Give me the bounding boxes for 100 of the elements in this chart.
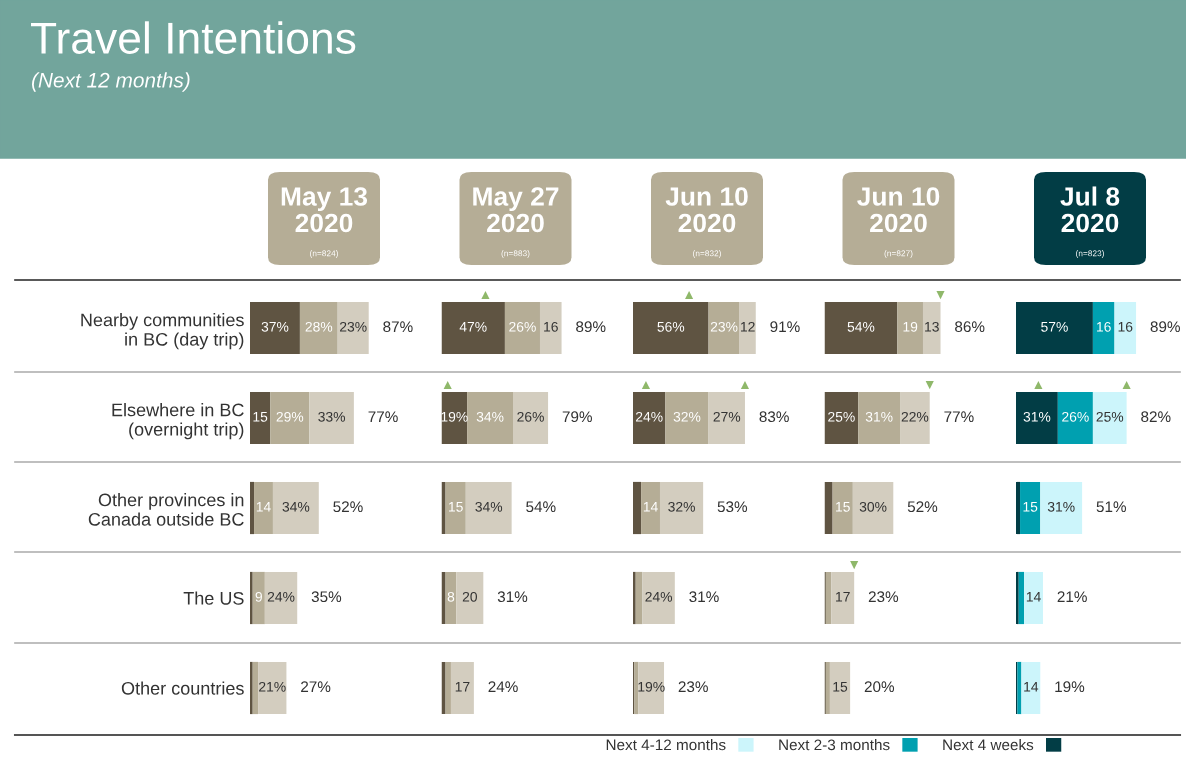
data-label: 19% [638,681,665,692]
annotation: ▼ [925,381,934,390]
data-label: 14 [643,502,658,512]
annotation: ▲ [740,380,750,390]
data-label: 16 [544,321,558,332]
total-label: 20% [864,681,895,693]
data-label: 16 [1118,321,1133,332]
total-label: 53% [717,501,748,513]
text: Travel Intentions [31,21,356,54]
data-label: 15 [449,502,463,512]
total-label: 31% [689,591,719,603]
data-label: 31% [1047,501,1075,512]
annotation: ▼ [850,561,859,570]
total-label: 24% [488,681,518,693]
data-label: 17 [455,682,470,692]
chart-title: Jun 10 2020 [857,187,940,233]
data-label: 37% [261,321,289,332]
y-tick-label: The US [183,591,244,605]
data-label: 32% [668,501,695,512]
data-label: 21% [259,681,286,692]
total-label: 77% [944,411,974,423]
annotation: ▲ [481,290,490,300]
data-label: 34% [282,501,310,512]
total-label: 23% [868,591,899,603]
chart-subtitle: (n=832) [693,250,721,258]
total-label: 27% [301,681,331,693]
data-label: 31% [865,411,893,422]
chart-subtitle: (n=827) [884,250,913,258]
data-label: 14 [1024,682,1039,692]
legend-label: Next 2-3 months [779,739,890,751]
data-label: 34% [475,501,503,512]
data-label: 16 [1097,321,1111,332]
total-label: 82% [1141,411,1171,423]
data-label: 25% [828,411,855,422]
total-label: 89% [576,321,606,333]
annotation: ▲ [641,380,650,390]
data-label: 32% [673,411,701,422]
total-label: 77% [368,411,398,423]
data-label: 29% [276,411,304,422]
data-label: 27% [713,411,741,422]
total-label: 86% [955,321,985,333]
data-label: 8 [447,591,455,602]
total-label: 54% [526,501,556,513]
data-label: 24% [267,591,295,602]
y-tick-label: Elsewhere in BC (overnight trip) [112,403,244,440]
total-label: 79% [562,411,592,423]
total-label: 52% [333,501,363,513]
data-label: 28% [305,321,333,332]
data-label: 33% [318,411,346,422]
total-label: 52% [907,501,938,513]
chart-title: Jun 10 2020 [665,187,748,233]
total-label: 21% [1057,591,1087,603]
data-label: 24% [645,591,673,602]
chart-title: May 27 2020 [473,187,559,233]
data-label: 17 [836,592,850,602]
chart-title: Jul 8 2020 [1060,186,1120,233]
text: (Next 12 months) [31,72,190,92]
data-label: 23% [340,321,367,332]
y-tick-label: Other countries [121,681,244,695]
data-label: 15 [836,502,850,512]
data-label: 14 [1026,592,1041,602]
y-tick-label: Nearby communities in BC (day trip) [81,313,244,350]
chart-subtitle: (n=824) [310,250,338,258]
data-label: 54% [847,321,875,332]
data-label: 56% [657,321,685,332]
total-label: 23% [678,681,708,693]
total-label: 91% [770,321,800,333]
legend-label: Next 4 weeks [943,739,1034,751]
total-label: 19% [1055,681,1085,693]
annotation: ▲ [1122,380,1131,390]
data-label: 34% [476,411,504,422]
chart-title: May 13 2020 [281,187,368,233]
annotation: ▲ [443,380,452,390]
data-label: 30% [859,501,887,512]
data-label: 26% [1062,411,1089,422]
y-tick-label: Other provinces in Canada outside BC [88,493,244,526]
data-label: 15 [833,682,848,692]
data-label: 47% [459,321,487,332]
chart-subtitle: (n=823) [1076,250,1104,258]
chart-subtitle: (n=883) [501,250,530,258]
total-label: 87% [383,321,413,333]
total-label: 89% [1150,321,1180,333]
total-label: 35% [311,591,342,603]
data-label: 26% [517,411,544,422]
data-label: 23% [710,321,738,332]
total-label: 51% [1096,501,1127,513]
data-label: 57% [1041,321,1068,332]
data-label: 9 [255,591,262,602]
data-label: 20 [462,591,478,602]
data-label: 15 [1023,502,1038,512]
data-label: 25% [1096,411,1124,422]
total-label: 31% [497,591,528,603]
total-label: 83% [759,411,789,423]
legend-label: Next 4-12 months [606,739,726,751]
data-label: 24% [635,411,663,422]
data-label: 14 [256,502,271,512]
annotation: ▼ [936,291,945,300]
annotation: ▲ [685,290,694,300]
data-label: 12 [741,321,755,332]
data-label: 31% [1023,411,1051,422]
